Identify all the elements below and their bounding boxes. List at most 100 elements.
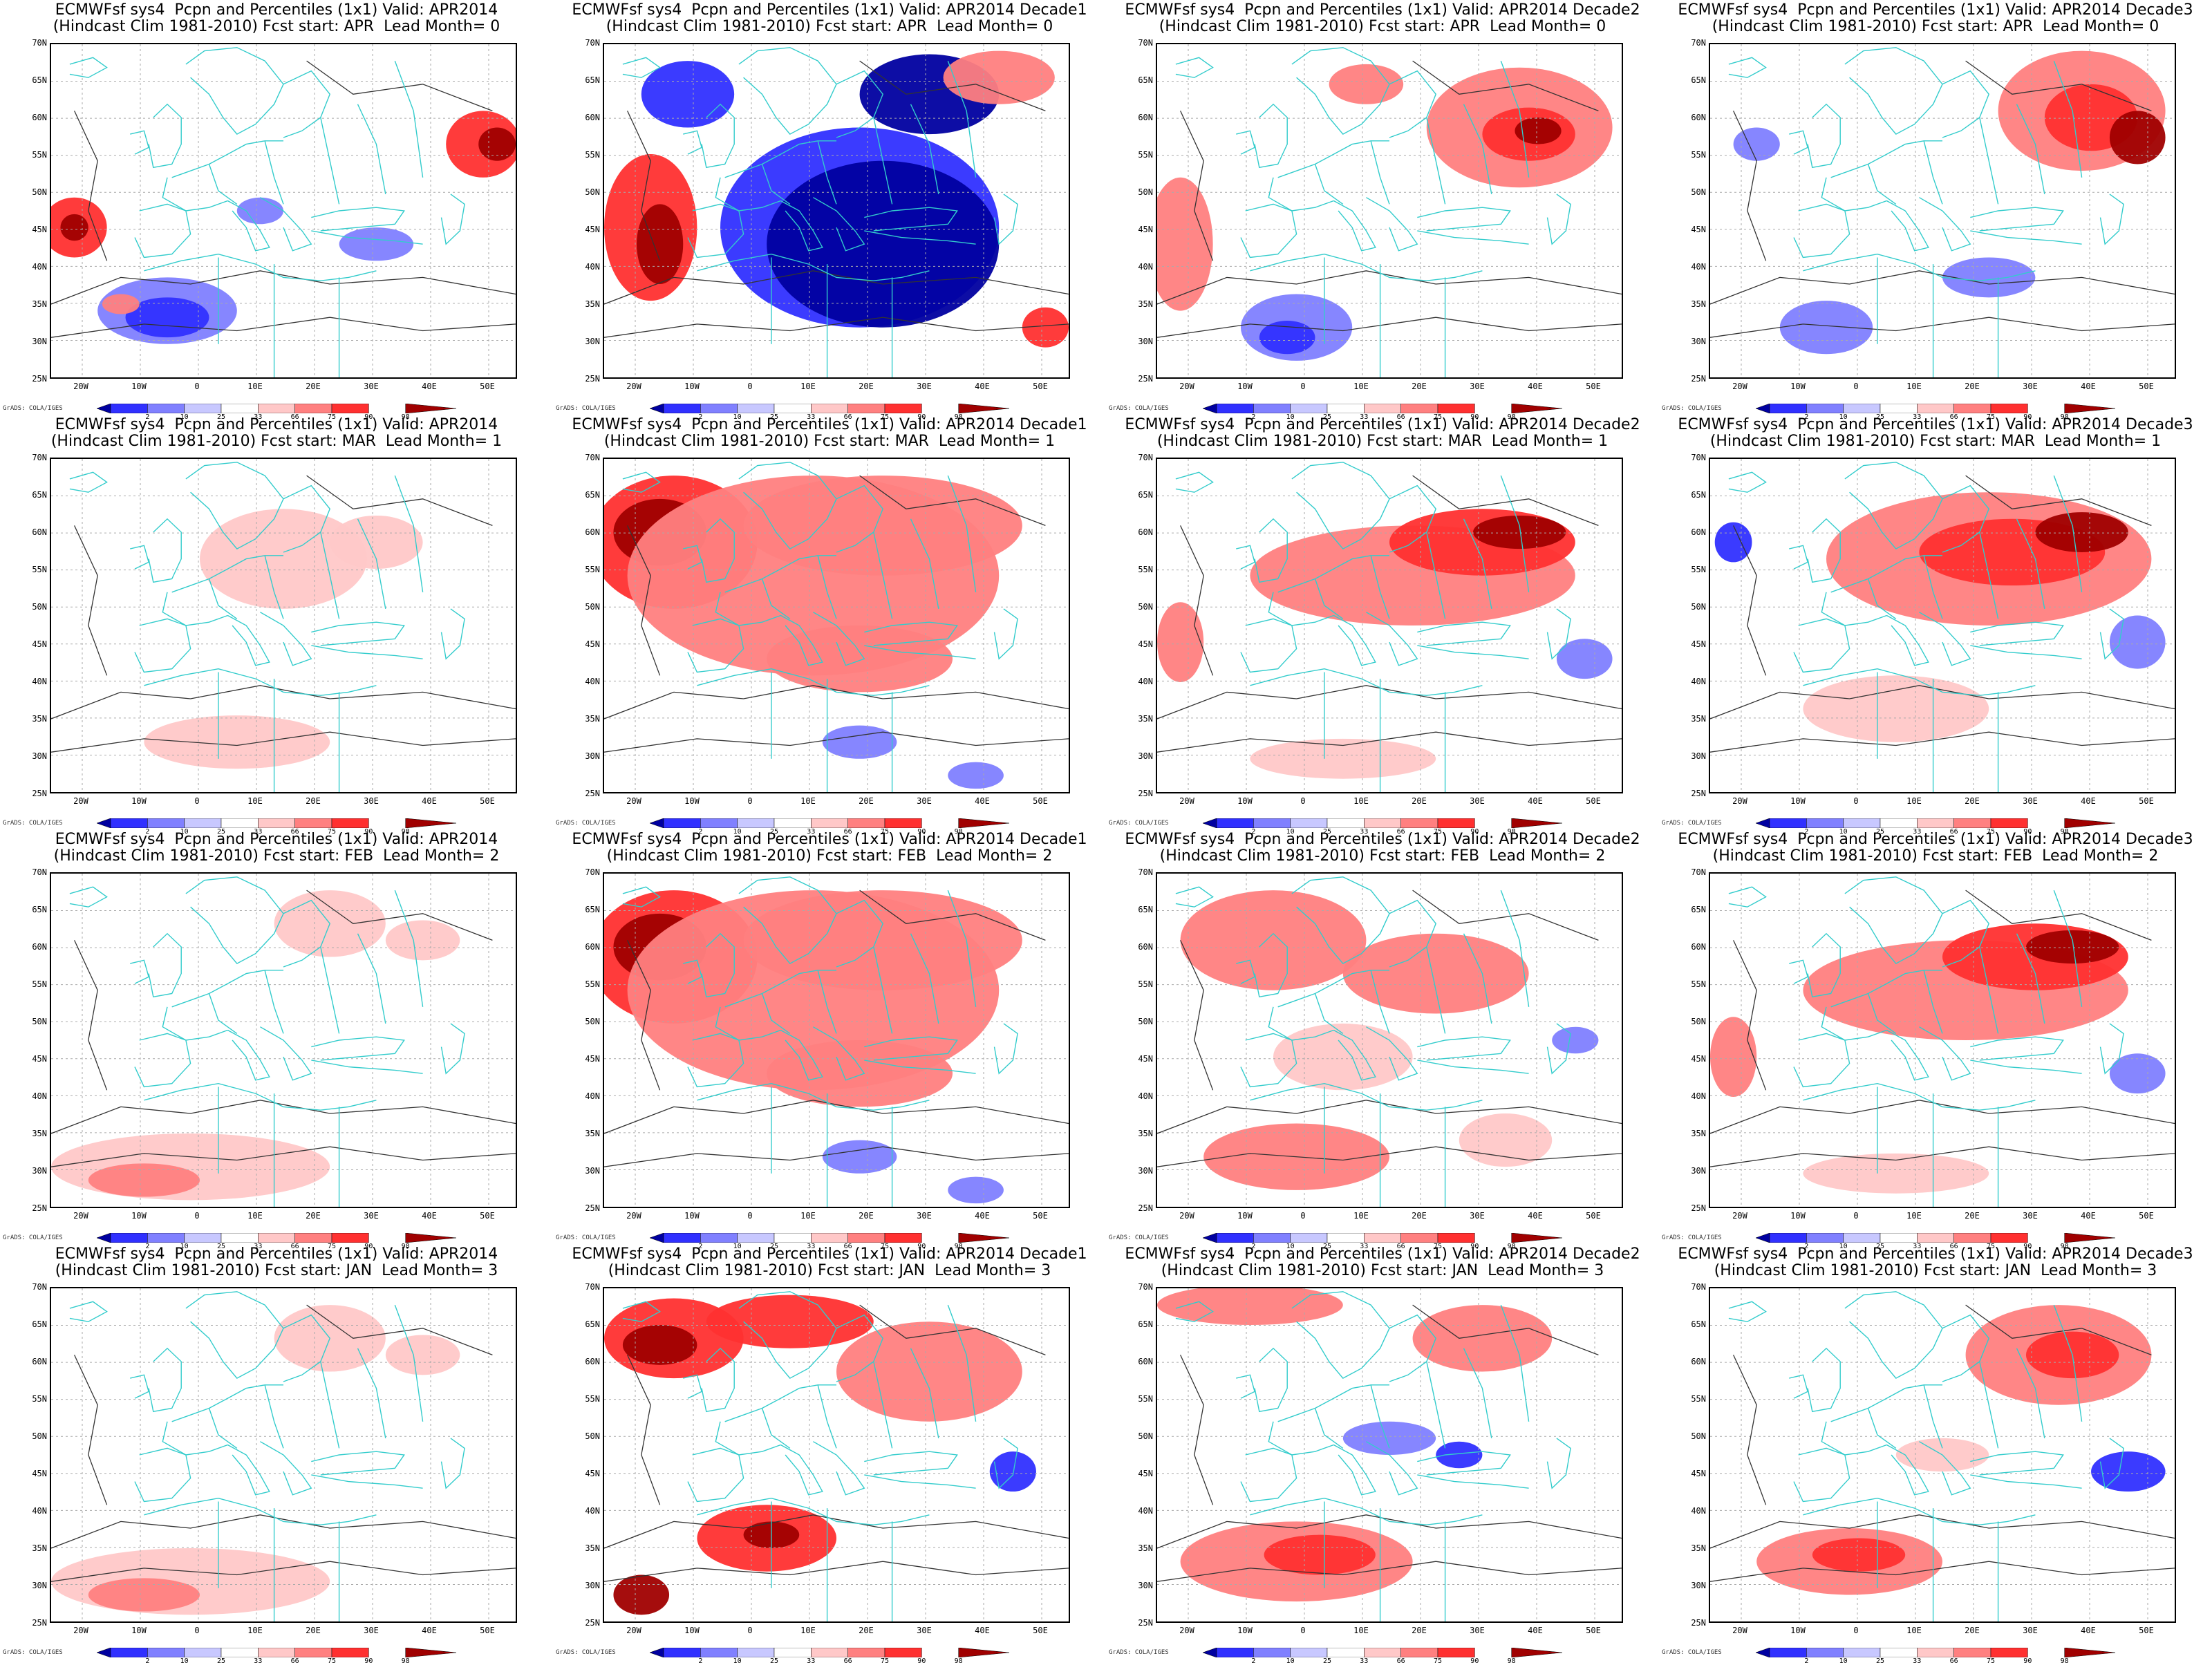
lon-tick-label: 20E bbox=[1412, 382, 1427, 391]
colorbar-tick-label: 75 bbox=[1433, 413, 1443, 421]
coastline bbox=[715, 592, 781, 626]
colorbar-swatch bbox=[1253, 404, 1291, 413]
lon-tick-label: 30E bbox=[917, 382, 932, 391]
coastline bbox=[144, 1497, 377, 1525]
anomaly-shading bbox=[60, 214, 88, 241]
lat-tick-label: 55N bbox=[585, 150, 600, 160]
colorbar-tick-label: 66 bbox=[1949, 1243, 1958, 1250]
lat-tick-label: 55N bbox=[1691, 979, 1706, 989]
lat-tick-label: 35N bbox=[585, 299, 600, 309]
coastline bbox=[1417, 1474, 1529, 1489]
clim-contour bbox=[604, 1100, 1069, 1134]
clim-contour bbox=[604, 1514, 1069, 1549]
colorbar-swatch bbox=[1843, 1233, 1881, 1243]
lon-tick-label: 10E bbox=[800, 1626, 816, 1635]
lat-tick-label: 50N bbox=[1691, 1017, 1706, 1026]
colorbar bbox=[97, 818, 525, 828]
colorbar-tick-label: 25 bbox=[769, 413, 779, 421]
colorbar-tick-label: 75 bbox=[1986, 1243, 1996, 1250]
anomaly-shading bbox=[236, 197, 283, 225]
coastline bbox=[1970, 1451, 2064, 1476]
anomaly-shading bbox=[330, 515, 423, 570]
coastline bbox=[813, 612, 865, 666]
colorbar-tick-label: 10 bbox=[180, 413, 189, 421]
coastline bbox=[1240, 618, 1297, 673]
lat-tick-label: 50N bbox=[1691, 1431, 1706, 1441]
coastline bbox=[208, 164, 238, 205]
colorbar-swatch bbox=[1203, 1233, 1217, 1243]
anomaly-shading bbox=[706, 1295, 874, 1348]
lon-tick-label: 10E bbox=[1906, 382, 1922, 391]
lat-tick-label: 55N bbox=[1691, 1394, 1706, 1404]
colorbar-tick-label: 75 bbox=[327, 1243, 337, 1250]
coastline bbox=[208, 1408, 238, 1449]
lat-tick-label: 55N bbox=[1138, 150, 1153, 160]
coastline bbox=[1807, 932, 1841, 998]
colorbar-tick-label: 90 bbox=[364, 413, 373, 421]
coastline bbox=[1389, 70, 1437, 138]
clim-contour bbox=[1710, 1100, 2175, 1134]
coastline bbox=[311, 645, 423, 659]
coastline bbox=[813, 1026, 865, 1081]
anomaly-shading bbox=[822, 725, 897, 759]
colorbar-tick-label: 66 bbox=[1396, 828, 1405, 836]
coastline bbox=[1236, 545, 1255, 570]
map-canvas bbox=[51, 459, 516, 792]
clim-contour bbox=[306, 60, 493, 112]
coastline bbox=[1314, 993, 1344, 1034]
lat-tick-label: 55N bbox=[585, 1394, 600, 1404]
lat-tick-label: 60N bbox=[1691, 1357, 1706, 1366]
colorbar-tick-label: 75 bbox=[880, 828, 890, 836]
colorbar-swatch bbox=[1511, 1648, 1562, 1657]
anomaly-shading bbox=[2109, 615, 2166, 669]
coastline bbox=[1923, 140, 1943, 205]
colorbar-tick-label: 2 bbox=[698, 413, 703, 421]
colorbar-swatch bbox=[331, 1233, 369, 1243]
coastline bbox=[1789, 130, 1808, 155]
lon-tick-label: 10E bbox=[800, 1211, 816, 1221]
map-panel: ECMWFsf sys4 Pcpn and Percentiles (1x1) … bbox=[1106, 415, 1659, 836]
coastline bbox=[227, 200, 270, 252]
coastline bbox=[761, 993, 791, 1034]
colorbar-tick-label: 2 bbox=[1251, 413, 1256, 421]
coastline bbox=[1970, 645, 2082, 659]
lon-tick-label: 20E bbox=[859, 796, 874, 806]
lat-tick-label: 40N bbox=[1138, 1091, 1153, 1101]
map-panel: ECMWFsf sys4 Pcpn and Percentiles (1x1) … bbox=[0, 415, 553, 836]
colorbar-swatch bbox=[1364, 1648, 1401, 1657]
map-frame bbox=[1156, 43, 1623, 379]
coastline bbox=[683, 959, 702, 984]
colorbar-tick-label: 25 bbox=[769, 828, 779, 836]
coastline bbox=[130, 130, 149, 155]
lon-tick-label: 30E bbox=[917, 1626, 932, 1635]
map-canvas bbox=[51, 44, 516, 377]
colorbar-tick-label: 25 bbox=[1322, 413, 1332, 421]
colorbar-tick-label: 90 bbox=[2023, 413, 2032, 421]
coastline bbox=[1291, 876, 1390, 964]
colorbar-swatch bbox=[737, 1648, 775, 1657]
lat-tick-label: 70N bbox=[32, 867, 47, 877]
lat-tick-label: 70N bbox=[32, 1282, 47, 1292]
panel-subtitle: (Hindcast Clim 1981-2010) Fcst start: AP… bbox=[606, 18, 1053, 35]
anomaly-shading bbox=[51, 1133, 330, 1201]
lat-tick-label: 40N bbox=[32, 1506, 47, 1516]
map-frame bbox=[1156, 872, 1623, 1208]
coastline bbox=[836, 1314, 884, 1382]
colorbar-tick-label: 33 bbox=[254, 1243, 263, 1250]
colorbar bbox=[1203, 404, 1631, 413]
coastline bbox=[185, 47, 284, 135]
colorbar-swatch bbox=[1400, 1648, 1438, 1657]
lat-tick-label: 45N bbox=[1691, 1469, 1706, 1478]
map-panel: ECMWFsf sys4 Pcpn and Percentiles (1x1) … bbox=[553, 829, 1106, 1250]
anomaly-shading bbox=[1812, 1538, 1906, 1572]
colorbar-swatch bbox=[1756, 1648, 1770, 1657]
coastline bbox=[162, 592, 228, 626]
colorbar-swatch bbox=[1806, 404, 1844, 413]
colorbar-swatch bbox=[147, 404, 185, 413]
colorbar-tick-label: 33 bbox=[1913, 1243, 1922, 1250]
lat-tick-label: 40N bbox=[1138, 677, 1153, 686]
colorbar-swatch bbox=[1216, 1233, 1254, 1243]
anomaly-shading bbox=[2035, 512, 2128, 552]
coastline bbox=[1236, 959, 1255, 984]
lon-tick-label: 20E bbox=[1965, 382, 1980, 391]
